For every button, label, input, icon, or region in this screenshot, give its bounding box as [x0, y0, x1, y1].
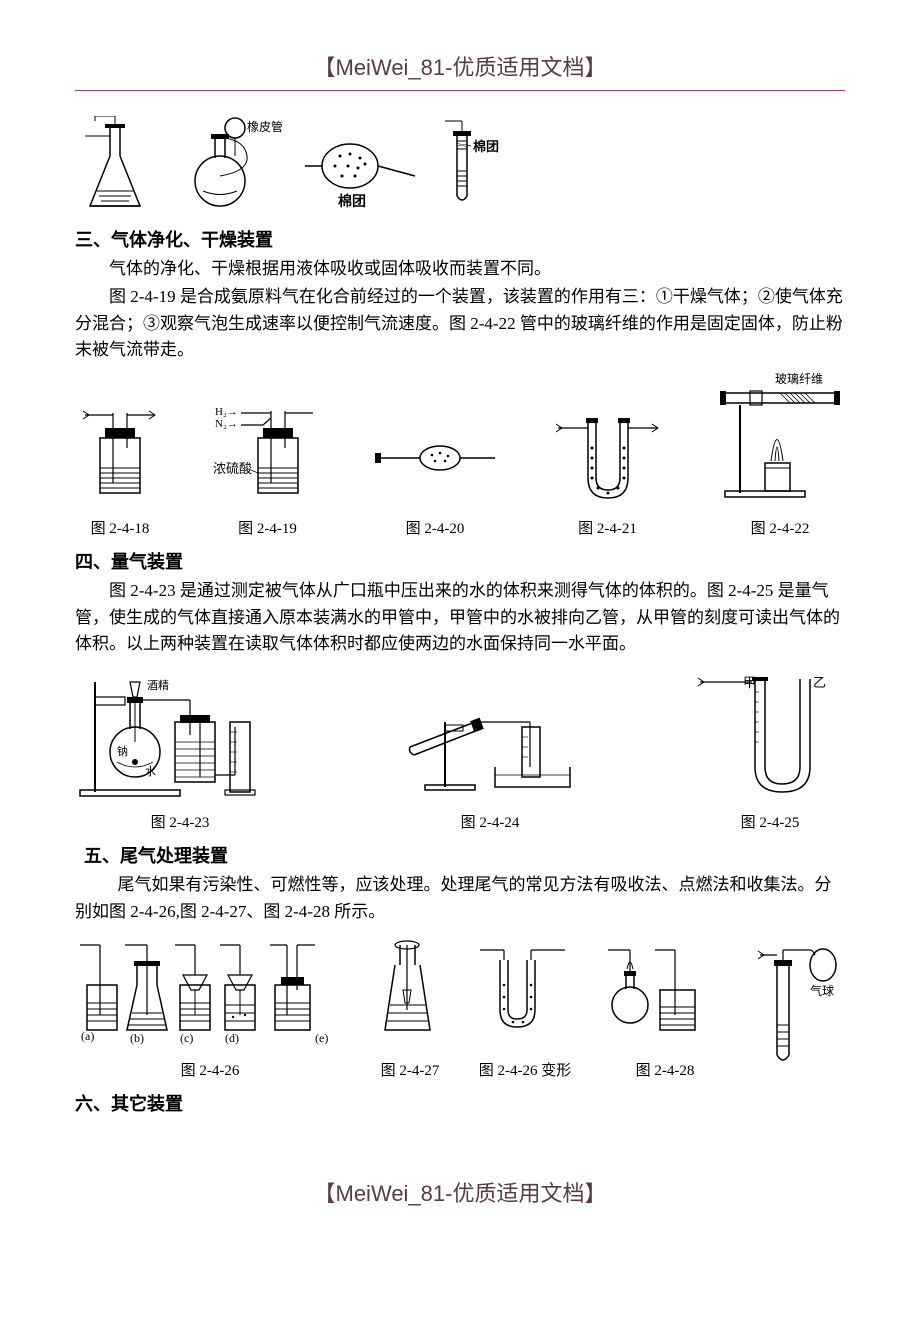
rubber-tube-label: 橡皮管 [247, 119, 283, 134]
section-5-p1: 尾气如果有污染性、可燃性等，应该处理。处理尾气的常见方法有吸收法、点燃法和收集法… [75, 872, 845, 925]
fig-2-4-20: 图 2-4-20 [370, 403, 500, 538]
section-4-p1: 图 2-4-23 是通过测定被气体从广口瓶中压出来的水的体积来测得气体的体积的。… [75, 578, 845, 657]
fig-2-4-23-caption: 图 2-4-23 [151, 811, 210, 832]
fig-2-4-24: 图 2-4-24 [400, 667, 580, 832]
fig-2-4-26b: 图 2-4-26 变形 [475, 935, 575, 1080]
top-diagram-row: 橡皮管 棉团 [75, 116, 845, 216]
water-label: 水 [145, 765, 156, 778]
section-3-p1: 气体的净化、干燥根据用液体吸收或固体吸收而装置不同。 [75, 256, 845, 282]
fig-2-4-18: 图 2-4-18 [75, 403, 165, 538]
fig-2-4-26b-caption: 图 2-4-26 变形 [479, 1059, 572, 1080]
svg-text:(a): (a) [81, 1029, 94, 1043]
svg-text:(d): (d) [225, 1031, 239, 1045]
acid-label: 浓硫酸 [213, 461, 252, 476]
na-label: 钠 [117, 744, 128, 758]
fig-balloon: 气球 [755, 940, 845, 1080]
fig-2-4-21-caption: 图 2-4-21 [578, 517, 637, 538]
fig-2-4-25-caption: 图 2-4-25 [741, 811, 800, 832]
h2-label: H₂→ [215, 406, 238, 418]
fig-2-4-26-caption: 图 2-4-26 [181, 1059, 240, 1080]
svg-text:(b): (b) [130, 1031, 144, 1045]
balloon-label: 气球 [810, 983, 834, 998]
section-5-title: 五、尾气处理装置 [75, 842, 845, 868]
page-footer: 【MeiWei_81-优质适用文档】 [75, 1176, 845, 1208]
fig-2-4-28-caption: 图 2-4-28 [636, 1059, 695, 1080]
cotton-label-2: 棉团 [473, 139, 499, 154]
fig-2-4-22-caption: 图 2-4-22 [751, 517, 810, 538]
section-5-figures: (a) (b) (c) [75, 935, 845, 1080]
fig-2-4-19: H₂→ N₂→ 浓硫酸 图 2-4-19 [213, 403, 323, 538]
section-3-figures: 图 2-4-18 H₂→ N₂→ 浓硫酸 [75, 373, 845, 538]
cotton-label-1: 棉团 [338, 193, 366, 210]
fig-2-4-18-caption: 图 2-4-18 [91, 517, 150, 538]
section-4-figures: 酒精 钠 水 [75, 667, 845, 832]
section-3-title: 三、气体净化、干燥装置 [75, 226, 845, 252]
fig-2-4-20-caption: 图 2-4-20 [406, 517, 465, 538]
document-page: 【MeiWei_81-优质适用文档】 [0, 0, 920, 1268]
fig-2-4-26: (a) (b) (c) [75, 935, 345, 1080]
alcohol-label: 酒精 [147, 679, 169, 692]
page-header: 【MeiWei_81-优质适用文档】 [75, 50, 845, 91]
fig-2-4-21: 图 2-4-21 [548, 403, 668, 538]
fig-2-4-22: 玻璃纤维 [715, 373, 845, 538]
top-fig-tube: 棉团 [435, 116, 505, 216]
section-4-title: 四、量气装置 [75, 548, 845, 574]
fig-2-4-27-caption: 图 2-4-27 [381, 1059, 440, 1080]
section-3-p2: 图 2-4-19 是合成氨原料气在化合前经过的一个装置，该装置的作用有三：①干燥… [75, 284, 845, 363]
top-fig-flask [75, 116, 160, 216]
top-fig-bulb: 棉团 [300, 116, 420, 216]
fig-2-4-28: 图 2-4-28 [600, 935, 730, 1080]
section-6-title: 六、其它装置 [75, 1090, 845, 1116]
glass-fiber-label: 玻璃纤维 [775, 373, 823, 386]
fig-2-4-24-caption: 图 2-4-24 [461, 811, 520, 832]
svg-text:(c): (c) [180, 1031, 193, 1045]
svg-text:(e): (e) [315, 1031, 328, 1045]
n2-label: N₂→ [215, 418, 238, 430]
fig-2-4-23: 酒精 钠 水 [75, 667, 285, 832]
yi-label: 乙 [813, 675, 826, 690]
top-fig-round-flask: 橡皮管 [175, 116, 285, 216]
fig-2-4-25: 甲 乙 图 2- [695, 667, 845, 832]
fig-2-4-19-caption: 图 2-4-19 [238, 517, 297, 538]
fig-2-4-27: 图 2-4-27 [370, 935, 450, 1080]
